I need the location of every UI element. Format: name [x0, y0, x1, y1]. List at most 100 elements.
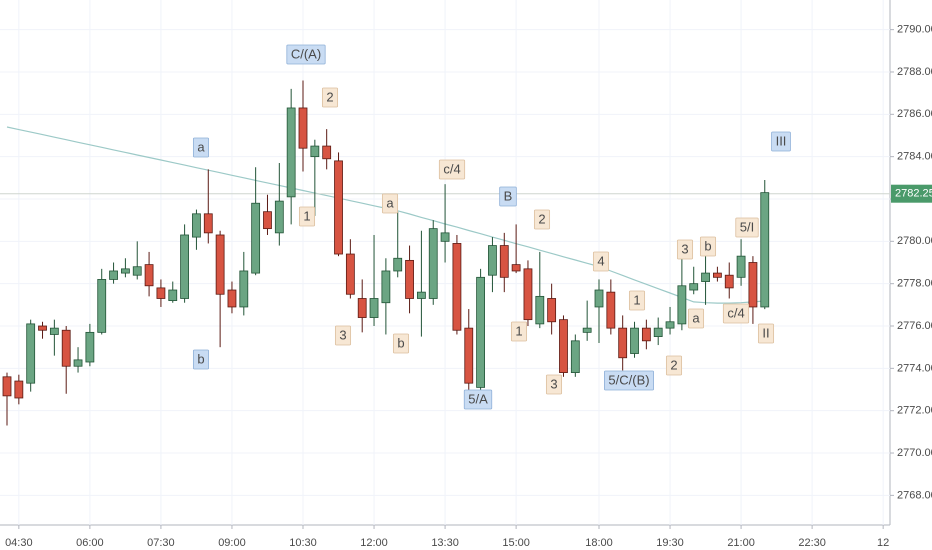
- candle-body: [618, 327, 628, 359]
- x-tick-label: 13:30: [431, 537, 459, 549]
- candle-body: [73, 359, 83, 367]
- wave-label: 5/I: [740, 219, 754, 234]
- wave-label: B: [504, 188, 513, 203]
- candle-body: [559, 319, 568, 373]
- candle-body: [665, 321, 675, 329]
- candle-body: [736, 255, 746, 278]
- x-tick-label: 22:30: [798, 537, 826, 549]
- wave-label: c/4: [443, 161, 460, 176]
- candle-body: [298, 107, 308, 149]
- candle-body: [653, 327, 663, 337]
- y-tick-label: 2788.00: [897, 66, 932, 78]
- x-tick-label: 09:00: [218, 537, 246, 549]
- x-tick-label: 10:30: [289, 537, 317, 549]
- candle-body: [109, 270, 118, 280]
- candle-body: [14, 380, 24, 399]
- wave-label: 1: [633, 292, 640, 307]
- candle-body: [641, 327, 651, 342]
- wave-label-box: [298, 206, 316, 227]
- wave-label-box: [722, 303, 750, 324]
- candle-body: [203, 213, 213, 234]
- wave-label: b: [704, 238, 711, 253]
- wave-label-box: [533, 209, 551, 230]
- candle-body: [227, 289, 237, 308]
- candle-body: [393, 257, 403, 272]
- last-price-label: 2782.25: [895, 188, 932, 200]
- last-price-tag: [891, 184, 932, 203]
- candle-body: [488, 245, 497, 276]
- wave-label: C/(A): [291, 46, 321, 61]
- wave-label-box: [699, 236, 717, 257]
- wave-label: 1: [515, 323, 522, 338]
- candle-body: [381, 270, 391, 304]
- candle-body: [345, 253, 355, 295]
- candle-body: [263, 211, 272, 230]
- wave-label: a: [386, 195, 394, 210]
- wave-label-box: [192, 349, 210, 370]
- y-tick-label: 2768.00: [897, 489, 932, 501]
- wave-label-box: [463, 389, 493, 410]
- candle-body: [334, 160, 343, 255]
- wave-label-box: [604, 370, 654, 391]
- candle-body: [239, 270, 249, 308]
- candle-body: [464, 327, 474, 384]
- candle-body: [452, 243, 462, 331]
- candle-body: [713, 272, 722, 278]
- candle-body: [748, 262, 758, 308]
- y-tick-label: 2786.00: [897, 108, 932, 120]
- wave-label-box: [286, 44, 326, 65]
- wave-label: 2: [326, 89, 333, 104]
- x-tick-label: 12: [877, 537, 889, 549]
- candle-body: [523, 268, 533, 321]
- candle-body: [630, 327, 639, 354]
- wave-label-box: [771, 131, 791, 152]
- candle-body: [476, 276, 486, 388]
- candle-body: [440, 232, 450, 242]
- candle-body: [2, 376, 12, 397]
- candle-body: [428, 228, 438, 299]
- candle-body: [310, 145, 320, 158]
- wave-label: b: [397, 335, 404, 350]
- x-tick-label: 04:30: [5, 537, 33, 549]
- wave-label: 3: [681, 241, 688, 256]
- candle-body: [405, 259, 414, 299]
- candle-body: [156, 287, 166, 299]
- candle-body: [547, 298, 557, 323]
- candle-body: [689, 283, 699, 291]
- wave-label: 2: [538, 211, 545, 226]
- wave-label-box: [676, 239, 694, 260]
- wave-label: b: [197, 351, 204, 366]
- wave-label-box: [192, 137, 210, 158]
- candle-body: [97, 279, 107, 333]
- wave-label-box: [334, 325, 352, 346]
- y-tick-label: 2772.00: [897, 405, 932, 417]
- wave-label-box: [592, 251, 610, 272]
- x-tick-label: 15:00: [502, 537, 530, 549]
- candle-body: [26, 323, 36, 384]
- y-tick-label: 2774.00: [897, 362, 932, 374]
- wave-label: 4: [597, 253, 604, 268]
- candle-body: [132, 266, 142, 276]
- candle-body: [724, 274, 734, 289]
- wave-label-box: [392, 333, 410, 354]
- candle-body: [369, 298, 379, 318]
- candle-body: [168, 289, 178, 302]
- wave-label: a: [197, 139, 205, 154]
- wave-label-box: [687, 308, 705, 329]
- candle-body: [61, 329, 71, 367]
- candle-body: [144, 264, 154, 287]
- candle-body: [49, 327, 59, 335]
- candle-body: [274, 200, 284, 234]
- candle-body: [511, 264, 521, 272]
- candle-body: [677, 285, 687, 325]
- wave-label: 3: [339, 327, 346, 342]
- wave-label: II: [762, 325, 769, 340]
- candle-body: [416, 291, 426, 299]
- y-tick-label: 2776.00: [897, 320, 932, 332]
- candle-body: [180, 234, 190, 299]
- candle-body: [38, 325, 47, 331]
- y-tick-label: 2778.00: [897, 278, 932, 290]
- wave-label: 5/A: [468, 391, 488, 406]
